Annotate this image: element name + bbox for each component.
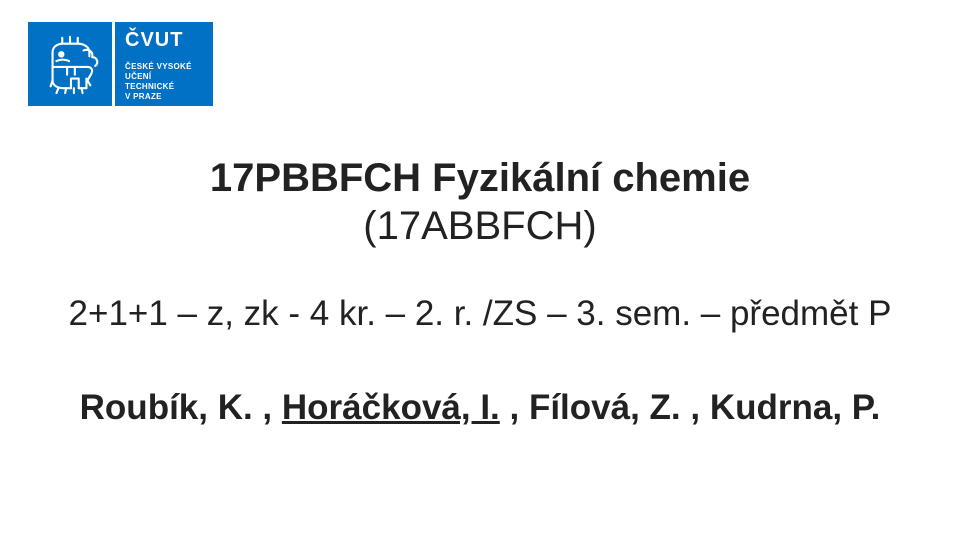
course-authors: Roubík, K. , Horáčková, I. , Fílová, Z. …	[0, 388, 960, 428]
logo-sub1: ČESKÉ VYSOKÉ	[125, 62, 203, 72]
cvut-lion-icon	[28, 22, 112, 106]
authors-underlined: Horáčková, I.	[282, 388, 500, 427]
logo-brand: ČVUT	[125, 30, 203, 50]
course-title: 17PBBFCH Fyzikální chemie	[0, 156, 960, 201]
cvut-logo-text: ČVUT ČESKÉ VYSOKÉ UČENÍ TECHNICKÉ V PRAZ…	[115, 22, 213, 106]
authors-prefix: Roubík, K. ,	[80, 388, 282, 427]
cvut-logo: ČVUT ČESKÉ VYSOKÉ UČENÍ TECHNICKÉ V PRAZ…	[28, 22, 213, 106]
slide: ČVUT ČESKÉ VYSOKÉ UČENÍ TECHNICKÉ V PRAZ…	[0, 0, 960, 540]
logo-sub2: UČENÍ TECHNICKÉ	[125, 72, 203, 92]
logo-sub3: V PRAZE	[125, 92, 203, 102]
course-subtitle: (17ABBFCH)	[0, 204, 960, 249]
course-info-line: 2+1+1 – z, zk - 4 kr. – 2. r. /ZS – 3. s…	[0, 294, 960, 334]
authors-suffix: , Fílová, Z. , Kudrna, P.	[500, 388, 881, 427]
